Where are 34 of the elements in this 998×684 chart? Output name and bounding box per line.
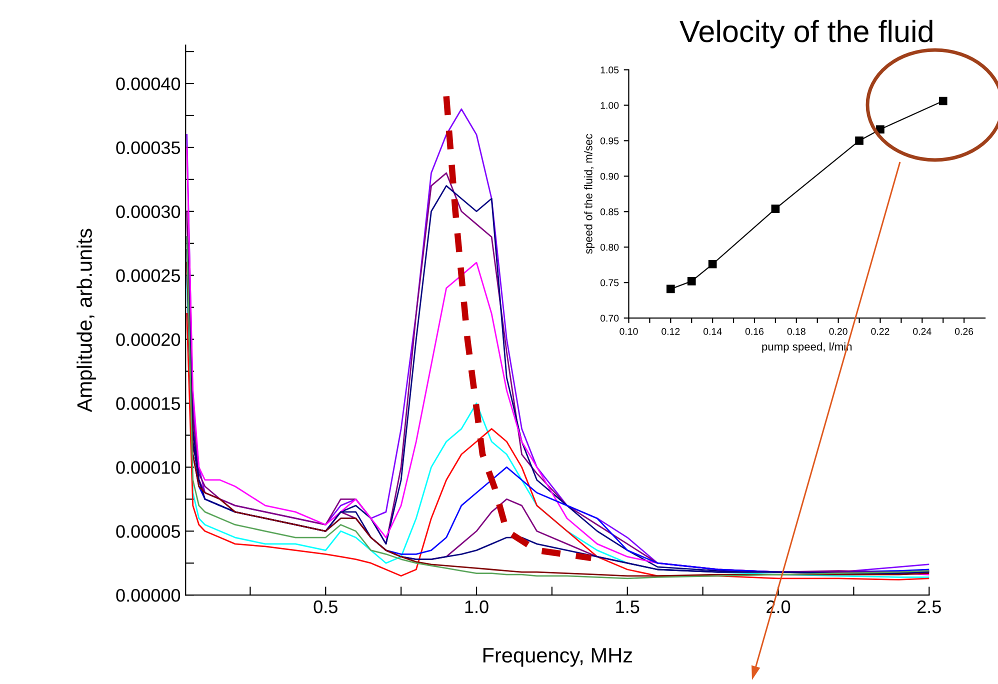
y-tick-label: 0.00010 [116, 461, 180, 474]
y-tick-label: 0.00015 [116, 397, 180, 410]
x-tick-label: 0.24 [913, 328, 932, 335]
x-tick-label: 1.5 [616, 600, 640, 614]
y-tick-label: 0.00035 [116, 141, 180, 154]
y-axis-title: speed of the fluid, m/sec [584, 134, 595, 254]
y-tick-label: 0.75 [600, 279, 619, 286]
y-tick-label: 0.00000 [116, 589, 180, 602]
x-axis-title: Frequency, MHz [483, 648, 632, 667]
x-tick-label: 2.5 [918, 600, 941, 614]
y-tick-label: 0.00040 [116, 77, 180, 90]
x-tick-label: 0.5 [314, 600, 338, 614]
y-tick-label: 1.05 [600, 66, 619, 74]
x-tick-label: 0.14 [703, 328, 722, 335]
y-tick-label: 0.00025 [116, 269, 180, 282]
y-tick-label: 0.85 [600, 208, 619, 216]
y-axis-title: Amplitude, arb.units [76, 228, 96, 412]
y-tick-label: 0.00020 [116, 333, 180, 346]
x-tick-label: 1.0 [465, 600, 488, 614]
x-tick-label: 0.20 [829, 328, 848, 335]
x-tick-label: 0.18 [787, 328, 806, 335]
y-tick-label: 1.00 [600, 102, 619, 109]
x-tick-label: 0.12 [662, 328, 680, 335]
x-tick-label: 0.22 [871, 328, 890, 335]
chart-title: Velocity of the fluid [680, 20, 932, 48]
y-tick-label: 0.00005 [116, 525, 180, 538]
y-tick-label: 0.70 [600, 314, 619, 322]
y-tick-label: 0.95 [600, 137, 619, 144]
x-tick-label: 0.26 [954, 328, 974, 335]
x-tick-label: 0.10 [620, 328, 638, 335]
y-tick-label: 0.90 [600, 172, 619, 180]
y-tick-label: 0.80 [600, 244, 619, 251]
x-tick-label: 0.16 [745, 328, 764, 335]
y-tick-label: 0.00030 [116, 205, 180, 218]
